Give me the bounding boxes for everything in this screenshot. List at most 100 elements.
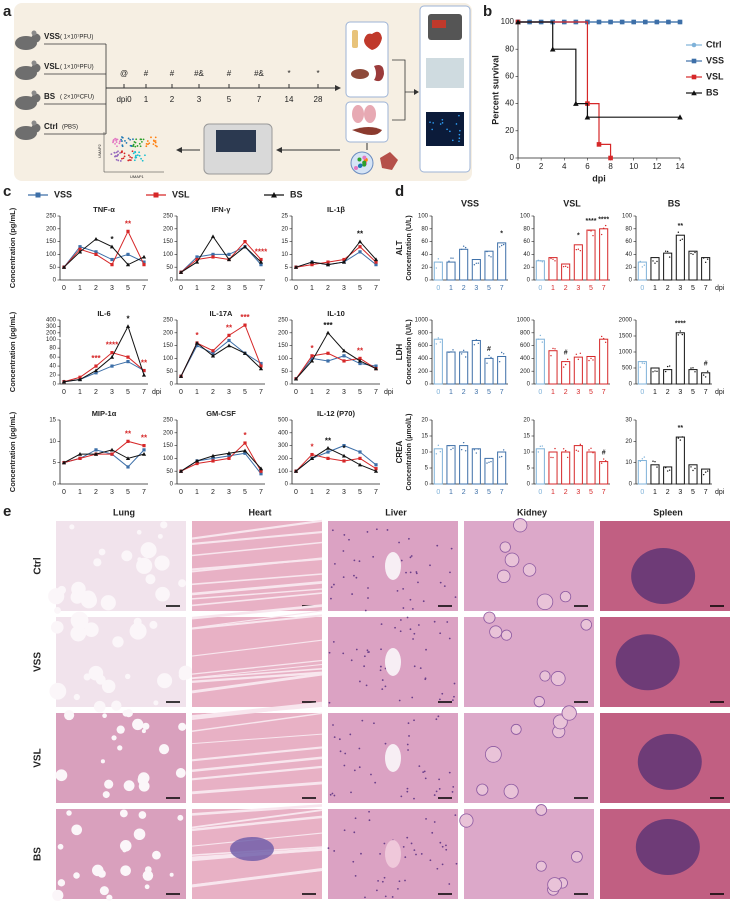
nucleus xyxy=(406,616,409,619)
glomerulus xyxy=(552,714,568,730)
marker xyxy=(195,344,199,348)
umap-dot xyxy=(117,150,119,153)
replicate-dot xyxy=(452,349,454,351)
timeline-day: 14 xyxy=(285,95,294,104)
series-line xyxy=(295,352,377,380)
y-tick-label: 0 xyxy=(285,482,289,488)
nucleus xyxy=(372,555,375,558)
alveolus xyxy=(142,870,154,881)
nucleus xyxy=(370,773,372,776)
alveolus xyxy=(123,780,135,792)
series-line xyxy=(180,442,262,472)
y-axis-label: Concentration (U/L) xyxy=(406,215,413,280)
replicate-dot xyxy=(677,437,680,439)
replicate-dot xyxy=(641,458,644,460)
marker xyxy=(358,456,362,460)
x-tick-label: 5 xyxy=(487,285,491,292)
x-tick-label: 1 xyxy=(551,489,555,496)
if-dot xyxy=(449,130,451,133)
marker xyxy=(77,377,83,382)
umap-dot xyxy=(128,159,131,161)
y-tick-label: 1000 xyxy=(517,318,531,324)
replicate-dot xyxy=(679,239,682,242)
alveolus xyxy=(55,769,68,782)
bar xyxy=(561,263,571,281)
umap-dot xyxy=(134,141,137,144)
y-tick-label: 10 xyxy=(49,439,56,445)
row-label: ALT xyxy=(395,240,404,255)
if-dot xyxy=(441,118,444,121)
histology-image xyxy=(52,809,186,901)
significance-mark: *** xyxy=(323,321,333,330)
y-tick-label: 400 xyxy=(46,318,57,324)
y-tick-label: 5 xyxy=(527,466,531,472)
nucleus xyxy=(409,598,412,601)
y-tick-label: 0 xyxy=(53,278,57,284)
glomerulus xyxy=(513,518,528,533)
bar xyxy=(446,351,456,385)
marker xyxy=(125,324,131,328)
significance-mark: # xyxy=(487,346,491,353)
nucleus xyxy=(445,844,447,847)
nucleus xyxy=(448,771,451,774)
nucleus xyxy=(446,621,449,623)
x-tick-label: 5 xyxy=(589,285,593,292)
marker xyxy=(243,441,247,445)
nucleus xyxy=(410,555,413,557)
kidney-icon xyxy=(374,65,384,82)
y-tick-label: 50 xyxy=(166,369,173,375)
marker xyxy=(211,351,215,355)
umap-dot xyxy=(134,150,136,153)
marker xyxy=(178,469,184,473)
nucleus xyxy=(422,771,425,774)
x-axis-label: dpi xyxy=(715,285,725,292)
row-label: CREA xyxy=(395,440,404,463)
alveolus xyxy=(175,768,186,778)
alveolus xyxy=(54,606,61,614)
replicate-dot xyxy=(550,257,552,260)
marker xyxy=(608,19,613,25)
group-name: Ctrl xyxy=(44,122,58,131)
alveolus xyxy=(153,700,159,706)
marker xyxy=(310,263,314,267)
x-tick-label: 3 xyxy=(474,285,478,292)
replicate-dot xyxy=(473,344,476,346)
marker xyxy=(293,265,299,269)
series-line xyxy=(180,240,262,273)
marker xyxy=(77,452,83,456)
y-tick-label: 600 xyxy=(520,343,531,349)
umap-dot xyxy=(146,140,149,142)
nucleus xyxy=(415,571,418,573)
marker xyxy=(293,376,299,381)
x-tick-label: 5 xyxy=(487,389,491,396)
y-tick-label: 0 xyxy=(527,278,531,284)
marker xyxy=(243,451,247,455)
nucleus xyxy=(358,560,361,563)
x-tick-label: 5 xyxy=(243,489,247,496)
x-tick-label: 0 xyxy=(436,389,440,396)
y-tick-label: 100 xyxy=(278,356,289,362)
umap-dot xyxy=(127,159,130,162)
tissue xyxy=(464,617,594,707)
marker xyxy=(93,452,99,456)
alveolus xyxy=(99,886,109,896)
chart-title: IL-6 xyxy=(97,309,110,318)
y-tick-label: 250 xyxy=(163,214,174,220)
x-tick-label: 1 xyxy=(653,389,657,396)
x-tick-label: 1 xyxy=(551,285,555,292)
if-dot xyxy=(458,137,461,140)
y-tick-label: 300 xyxy=(278,443,289,449)
marker xyxy=(342,459,346,463)
replicate-dot xyxy=(562,366,565,368)
nucleus xyxy=(380,648,382,651)
replicate-dot xyxy=(575,449,578,451)
bar xyxy=(586,229,596,281)
y-tick-label: 2000 xyxy=(619,318,633,324)
marker xyxy=(573,100,579,106)
replicate-dot xyxy=(537,338,540,340)
alveolus xyxy=(70,611,89,630)
marker xyxy=(211,252,215,256)
nucleus xyxy=(409,628,412,631)
nucleus xyxy=(435,790,438,793)
y-tick-label: 0 xyxy=(425,382,429,388)
